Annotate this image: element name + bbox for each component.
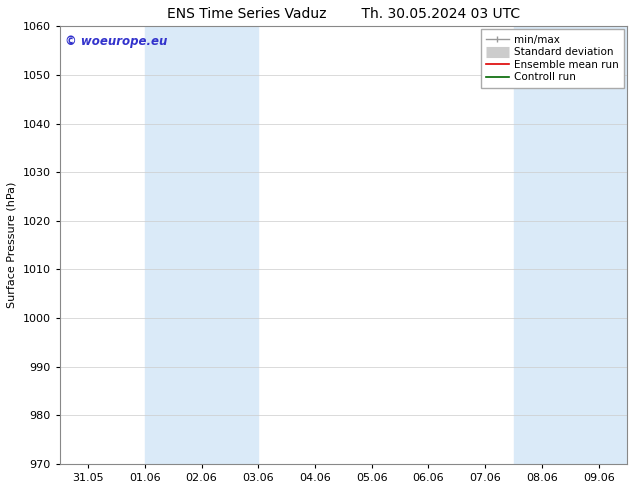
Text: © woeurope.eu: © woeurope.eu	[65, 35, 168, 48]
Bar	[514, 26, 627, 464]
Legend: min/max, Standard deviation, Ensemble mean run, Controll run: min/max, Standard deviation, Ensemble me…	[481, 29, 624, 88]
Title: ENS Time Series Vaduz        Th. 30.05.2024 03 UTC: ENS Time Series Vaduz Th. 30.05.2024 03 …	[167, 7, 520, 21]
Y-axis label: Surface Pressure (hPa): Surface Pressure (hPa)	[7, 182, 17, 308]
Bar	[145, 26, 258, 464]
